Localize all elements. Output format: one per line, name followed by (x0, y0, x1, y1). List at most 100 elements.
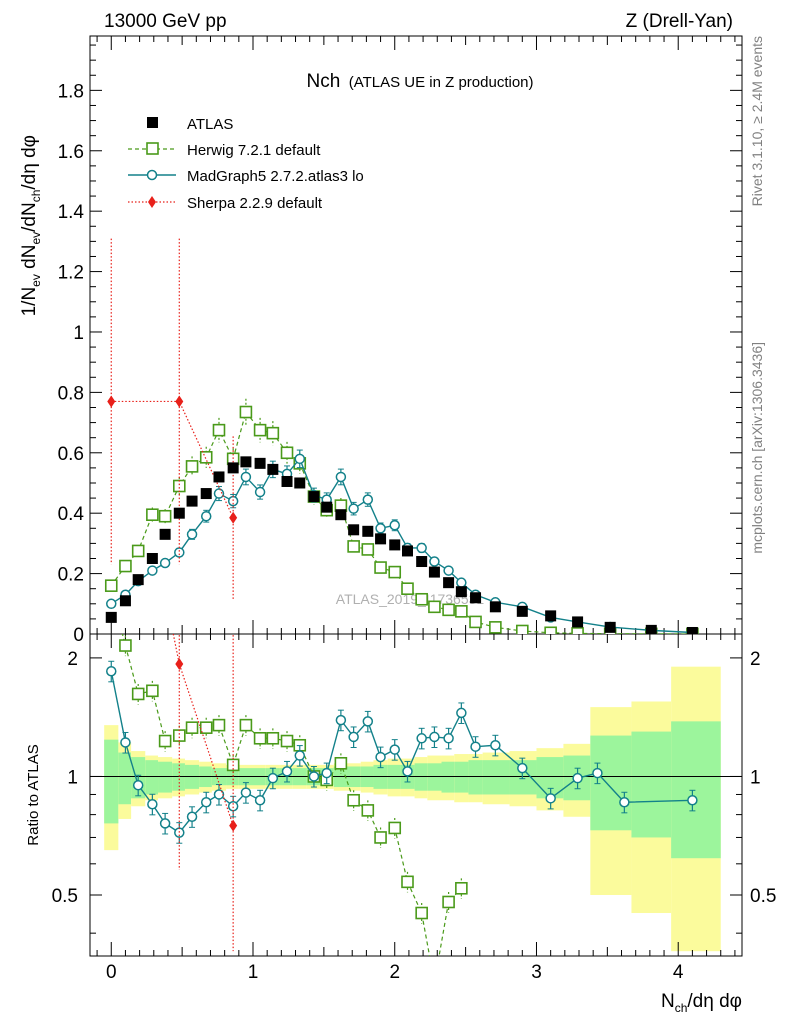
madgraph-point (416, 733, 427, 744)
madgraph-point (348, 731, 359, 743)
atlas-data-point (308, 491, 320, 503)
plot-title-main: Nch (306, 71, 340, 92)
atlas-data-point (489, 601, 501, 613)
sherpa-point (229, 511, 238, 524)
herwig-point (401, 875, 414, 889)
main-y-axis-title: 1/Nev dNev/dNch/dη dφ (19, 135, 43, 316)
madgraph-point (294, 750, 306, 761)
herwig-point (119, 639, 132, 652)
herwig-point (374, 561, 387, 574)
header-energy: 13000 GeV pp (104, 11, 227, 32)
atlas-data-point (516, 605, 528, 617)
madgraph-point (200, 510, 212, 522)
herwig-point (131, 544, 145, 558)
madgraph-point (159, 557, 171, 569)
ratio-band-inner (172, 763, 185, 791)
madgraph-point (321, 767, 332, 779)
ratio-band-inner (590, 735, 632, 831)
madgraph-point (572, 772, 583, 784)
atlas-data-point (227, 462, 239, 474)
herwig-point (146, 684, 159, 698)
atlas-data-point (321, 501, 333, 513)
atlas-data-point (105, 611, 117, 623)
atlas-data-point (348, 524, 360, 536)
atlas-data-point (572, 616, 584, 628)
madgraph-point (687, 795, 698, 806)
herwig-point (172, 479, 186, 493)
madgraph-point (545, 793, 556, 804)
herwig-point (253, 423, 267, 437)
herwig-point (455, 605, 468, 618)
legend-atlas-marker (147, 117, 158, 128)
atlas-data-point (267, 463, 279, 475)
header-process: Z (Drell-Yan) (626, 11, 733, 32)
ratio-y-tick-label-right: 2 (750, 649, 761, 670)
madgraph-point (186, 811, 198, 823)
herwig-point (415, 592, 428, 606)
legend-sherpa-label: Sherpa 2.2.9 default (187, 195, 323, 212)
herwig-point (401, 582, 414, 595)
x-tick-label: 0 (106, 962, 117, 983)
main-y-tick-label: 0.6 (58, 444, 84, 465)
herwig-point (280, 734, 294, 748)
ratio-band-inner (468, 760, 483, 795)
atlas-data-point (173, 507, 185, 519)
sherpa-point (107, 395, 116, 408)
madgraph-point (517, 762, 528, 774)
atlas-data-point (119, 595, 131, 607)
madgraph-point (240, 471, 252, 483)
ratio-band-inner (482, 760, 510, 795)
atlas-data-point (604, 621, 616, 633)
madgraph-point (186, 529, 198, 540)
herwig-point (280, 446, 294, 460)
atlas-data-point (186, 495, 198, 507)
herwig-point (388, 821, 402, 835)
ratio-band-inner (441, 761, 455, 793)
herwig-point (442, 895, 455, 909)
sherpa-point (175, 395, 184, 408)
atlas-data-point (335, 509, 347, 521)
main-y-tick-label: 0.2 (58, 565, 84, 586)
madgraph-point (254, 486, 266, 498)
madgraph-point (389, 520, 400, 531)
atlas-data-point (281, 475, 293, 487)
sherpa-point (107, 319, 115, 331)
atlas-data-point (416, 556, 428, 568)
herwig-point (172, 729, 186, 742)
atlas-data-point (159, 528, 171, 540)
atlas-data-point (362, 525, 374, 537)
atlas-data-point (213, 471, 225, 483)
herwig-point (158, 509, 172, 523)
ratio-y-tick-label-right: 1 (750, 767, 761, 788)
atlas-data-point (455, 586, 467, 598)
atlas-data-point (375, 533, 387, 545)
herwig-point (571, 627, 584, 634)
atlas-data-point (470, 592, 482, 604)
axes: 0 0.2 0.4 0.6 0.8 1 1.2 1.4 1.6 1.8 0 1 2 3 4 0.5 0.5 1 1 2… (52, 36, 776, 983)
main-plot-series (104, 238, 699, 634)
herwig-point (266, 426, 280, 440)
madgraph-point (106, 598, 117, 610)
mcplots-reference-label: mcplots.cern.ch [arXiv:1306.3436] (749, 342, 765, 554)
herwig-point (119, 559, 132, 573)
main-y-tick-label: 0.8 (58, 383, 84, 404)
herwig-point (146, 508, 159, 522)
madgraph-point (416, 542, 427, 554)
ratio-y-tick-label-right: 0.5 (750, 886, 776, 907)
herwig-point (489, 621, 502, 634)
madgraph-point (106, 665, 117, 677)
sherpa-point (175, 657, 184, 670)
ratio-y-axis-title: Ratio to ATLAS (25, 744, 42, 845)
madgraph-point (456, 577, 467, 588)
ratio-band-inner (454, 761, 469, 793)
herwig-point (131, 687, 145, 701)
madgraph-point (592, 767, 603, 779)
herwig-point (361, 543, 375, 556)
herwig-point (239, 718, 253, 732)
madgraph-point (389, 744, 400, 755)
atlas-data-point (240, 456, 252, 468)
herwig-point (266, 731, 280, 745)
sherpa-point (229, 819, 238, 832)
madgraph-point (362, 494, 374, 505)
